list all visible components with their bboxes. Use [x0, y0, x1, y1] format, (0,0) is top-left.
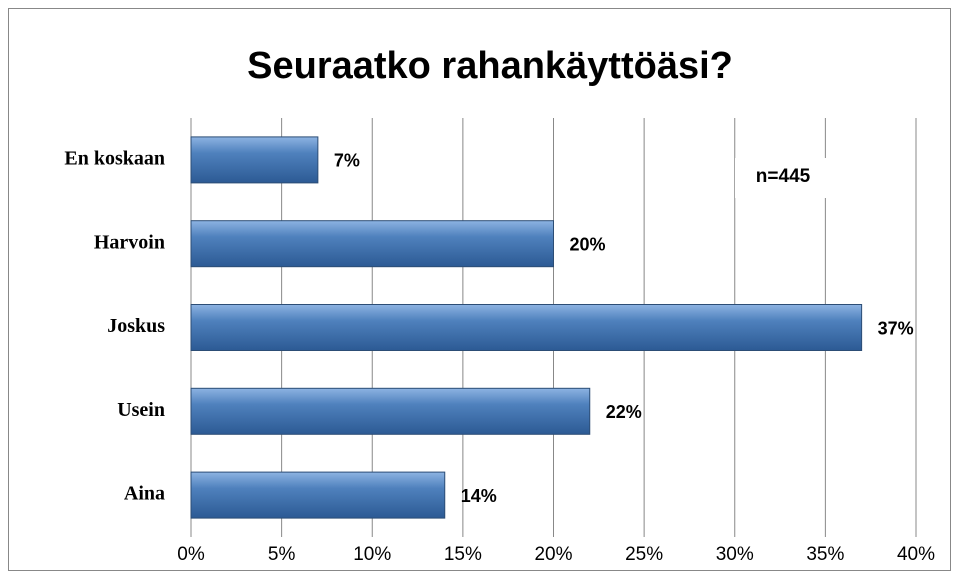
- x-tick-label: 35%: [806, 544, 844, 565]
- x-tick-label: 0%: [177, 544, 205, 565]
- x-tick-label: 25%: [625, 544, 663, 565]
- bar: [190, 471, 446, 519]
- value-label: 22%: [606, 402, 642, 422]
- value-label: 7%: [334, 151, 360, 171]
- value-label: 20%: [570, 234, 606, 254]
- value-label: 37%: [878, 318, 914, 338]
- x-tick-label: 30%: [716, 544, 754, 565]
- x-tick-label: 20%: [534, 544, 572, 565]
- annotation-bg: [735, 158, 827, 198]
- y-tick-label: Joskus: [107, 315, 165, 337]
- chart-title: Seuraatko rahankäyttöäsi?: [247, 45, 733, 87]
- y-tick-label: Usein: [117, 399, 165, 421]
- bar: [190, 304, 863, 351]
- bar: [190, 387, 591, 435]
- bar: [190, 136, 319, 184]
- value-label: 14%: [461, 486, 497, 506]
- annotation: n=445: [756, 166, 811, 187]
- x-tick-label: 10%: [353, 544, 391, 565]
- x-tick-label: 5%: [268, 544, 296, 565]
- y-tick-label: Aina: [124, 483, 165, 505]
- y-tick-label: En koskaan: [64, 147, 165, 169]
- chart-border: [8, 8, 951, 571]
- x-tick-label: 15%: [444, 544, 482, 565]
- x-tick-label: 40%: [897, 544, 935, 565]
- y-tick-label: Harvoin: [94, 231, 165, 253]
- bar: [190, 220, 554, 268]
